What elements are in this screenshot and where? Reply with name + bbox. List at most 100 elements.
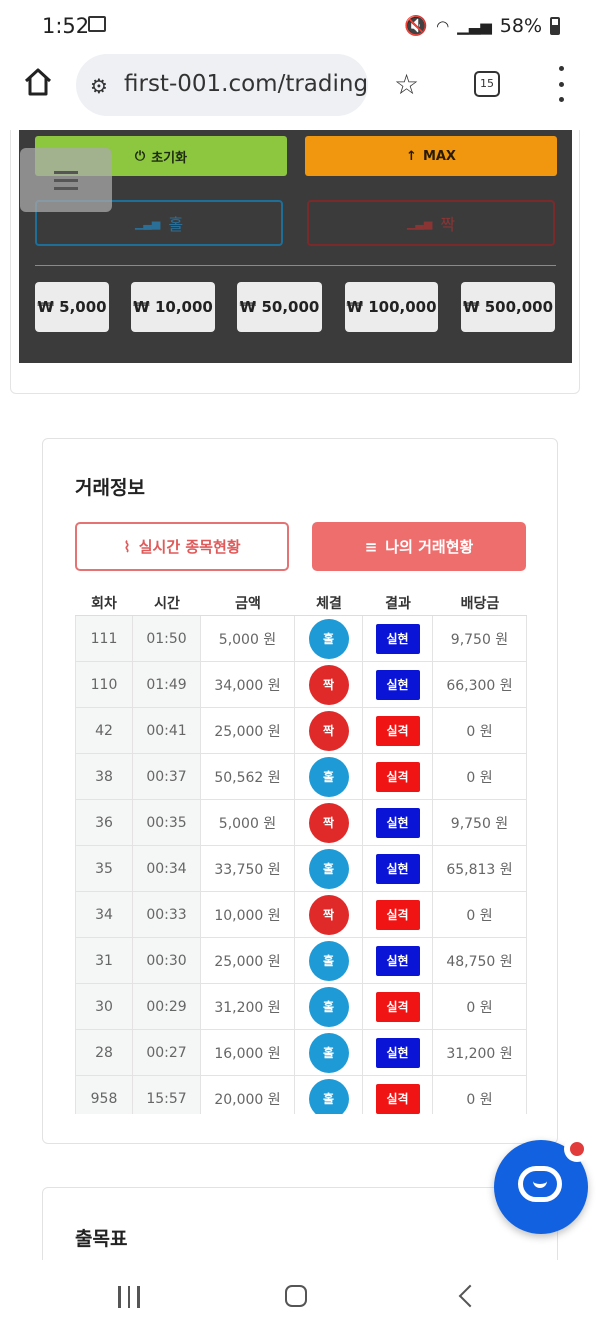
cell-time: 00:29 — [133, 984, 201, 1029]
table-row: 958 15:57 20,000 원 홀 실격 0 원 — [75, 1076, 527, 1114]
cell-round: 38 — [75, 754, 133, 799]
lose-badge: 실격 — [375, 715, 420, 746]
cell-time: 01:50 — [133, 616, 201, 661]
tab-switcher-button[interactable]: 15 — [474, 71, 500, 97]
lose-badge: 실격 — [375, 1083, 420, 1114]
cell-round: 36 — [75, 800, 133, 845]
cell-payout: 9,750 원 — [433, 616, 527, 661]
cell-round: 958 — [75, 1076, 133, 1114]
cell-round: 30 — [75, 984, 133, 1029]
odd-ball: 홀 — [308, 848, 349, 889]
cell-pick: 짝 — [295, 708, 363, 753]
cell-result: 실현 — [363, 800, 433, 845]
cell-payout: 0 원 — [433, 892, 527, 937]
cell-result: 실현 — [363, 938, 433, 983]
cell-payout: 48,750 원 — [433, 938, 527, 983]
url-text[interactable]: first-001.com/trading — [124, 71, 368, 97]
cell-pick: 홀 — [295, 616, 363, 661]
col-result: 결과 — [385, 596, 411, 612]
amount-button-5000[interactable]: ₩ 5,000 — [35, 282, 109, 332]
lose-badge: 실격 — [375, 899, 420, 930]
cell-result: 실현 — [363, 846, 433, 891]
win-badge: 실현 — [375, 669, 420, 700]
cell-payout: 9,750 원 — [433, 800, 527, 845]
bookmark-star-icon[interactable]: ☆ — [394, 68, 420, 101]
amount-button-10000[interactable]: ₩ 10,000 — [131, 282, 215, 332]
mute-icon: 🔇 — [404, 15, 429, 37]
pulse-icon: ⌇ — [123, 537, 131, 556]
status-bar: 1:52 🔇 ◠ ▁▃▅ 58% — [0, 0, 600, 52]
cell-pick: 홀 — [295, 1076, 363, 1114]
cell-result: 실격 — [363, 1076, 433, 1114]
cell-time: 00:30 — [133, 938, 201, 983]
cell-payout: 0 원 — [433, 708, 527, 753]
trade-info-title: 거래정보 — [75, 477, 145, 499]
cell-result: 실현 — [363, 1030, 433, 1075]
wifi-icon: ◠ — [436, 16, 450, 35]
table-row: 31 00:30 25,000 원 홀 실현 48,750 원 — [75, 938, 527, 984]
tab-live-status[interactable]: ⌇ 실시간 종목현황 — [75, 522, 289, 571]
page-viewport: ⏻ 초기화 ↑ MAX ▁▃▅ 홀 ▁▃▅ 짝 ₩ 5,000 ₩ 10,000… — [0, 130, 600, 1260]
cell-result: 실격 — [363, 708, 433, 753]
cell-amount: 10,000 원 — [201, 892, 295, 937]
win-badge: 실현 — [375, 807, 420, 838]
address-bar[interactable]: ⚙ first-001.com/trading — [76, 54, 368, 116]
table-row: 28 00:27 16,000 원 홀 실현 31,200 원 — [75, 1030, 527, 1076]
tab-my-trades[interactable]: ≡ 나의 거래현황 — [312, 522, 526, 571]
table-row: 36 00:35 5,000 원 짝 실현 9,750 원 — [75, 800, 527, 846]
even-button[interactable]: ▁▃▅ 짝 — [307, 200, 555, 246]
cell-time: 00:34 — [133, 846, 201, 891]
table-row: 42 00:41 25,000 원 짝 실격 0 원 — [75, 708, 527, 754]
win-badge: 실현 — [375, 853, 420, 884]
trading-panel: ⏻ 초기화 ↑ MAX ▁▃▅ 홀 ▁▃▅ 짝 ₩ 5,000 ₩ 10,000… — [19, 130, 572, 363]
cell-pick: 홀 — [295, 1030, 363, 1075]
panel-divider — [35, 265, 556, 266]
cell-amount: 25,000 원 — [201, 708, 295, 753]
signal-bars-icon: ▁▃▅ — [134, 216, 161, 230]
win-badge: 실현 — [375, 1037, 420, 1068]
cell-time: 00:33 — [133, 892, 201, 937]
amount-button-500000[interactable]: ₩ 500,000 — [461, 282, 555, 332]
even-ball: 짝 — [308, 802, 349, 843]
even-label: 짝 — [440, 215, 456, 234]
cell-result: 실격 — [363, 984, 433, 1029]
status-time: 1:52 — [42, 14, 90, 38]
bars-icon: ≡ — [364, 537, 378, 556]
browser-toolbar: ⚙ first-001.com/trading ☆ 15 — [0, 52, 600, 130]
cell-pick: 짝 — [295, 892, 363, 937]
more-menu-icon[interactable] — [556, 66, 566, 102]
amount-button-100000[interactable]: ₩ 100,000 — [345, 282, 438, 332]
schedule-card: 출목표 — [42, 1187, 558, 1260]
cell-amount: 5,000 원 — [201, 800, 295, 845]
even-ball: 짝 — [308, 664, 349, 705]
odd-button[interactable]: ▁▃▅ 홀 — [35, 200, 283, 246]
cell-round: 31 — [75, 938, 133, 983]
back-icon[interactable] — [458, 1284, 482, 1308]
recent-apps-icon[interactable] — [118, 1286, 140, 1308]
signal-icon: ▁▃▅ — [457, 16, 492, 35]
hamburger-menu-icon[interactable] — [20, 148, 112, 212]
cell-amount: 31,200 원 — [201, 984, 295, 1029]
battery-level: 58% — [499, 14, 542, 37]
cell-time: 00:27 — [133, 1030, 201, 1075]
cell-time: 01:49 — [133, 662, 201, 707]
max-button[interactable]: ↑ MAX — [305, 136, 557, 176]
cell-round: 34 — [75, 892, 133, 937]
site-settings-icon[interactable]: ⚙ — [90, 74, 108, 98]
cell-result: 실현 — [363, 662, 433, 707]
home-icon[interactable] — [22, 66, 54, 98]
odd-ball: 홀 — [308, 1078, 349, 1114]
cell-payout: 65,813 원 — [433, 846, 527, 891]
amount-button-50000[interactable]: ₩ 50,000 — [237, 282, 322, 332]
cell-time: 00:41 — [133, 708, 201, 753]
cell-payout: 0 원 — [433, 1076, 527, 1114]
chat-bubble-icon — [518, 1166, 562, 1202]
cell-amount: 50,562 원 — [201, 754, 295, 799]
cell-payout: 0 원 — [433, 754, 527, 799]
cell-round: 35 — [75, 846, 133, 891]
trade-table-body[interactable]: 111 01:50 5,000 원 홀 실현 9,750 원 110 01:49 34,000 … — [75, 615, 527, 1114]
table-row: 34 00:33 10,000 원 짝 실격 0 원 — [75, 892, 527, 938]
cell-result: 실격 — [363, 754, 433, 799]
cell-amount: 5,000 원 — [201, 616, 295, 661]
home-nav-icon[interactable] — [285, 1285, 307, 1307]
